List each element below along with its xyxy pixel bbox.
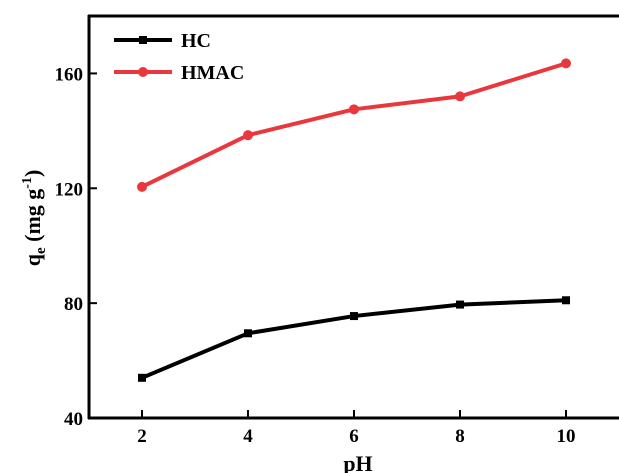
x-axis-title: pH — [343, 451, 372, 473]
y-tick-label: 120 — [55, 179, 84, 200]
legend-marker-hmac — [138, 67, 148, 77]
data-point-hc — [138, 373, 146, 382]
y-tick-label: 80 — [64, 294, 83, 315]
data-point-hmac — [243, 130, 253, 141]
data-point-hmac — [349, 104, 359, 115]
axis-ticks: 2 4 6 8 10 40 80 120 160 — [55, 64, 576, 447]
x-tick-label: 8 — [455, 426, 465, 447]
y-tick-label: 40 — [64, 409, 83, 430]
legend-marker-hc — [139, 36, 147, 44]
data-point-hmac — [137, 181, 147, 192]
legend-label-hmac: HMAC — [181, 62, 244, 84]
series-line-hc — [141, 298, 567, 380]
data-point-hc — [562, 296, 570, 305]
series-layer — [137, 58, 571, 382]
y-axis-title: qe (mg g-1) — [20, 170, 49, 267]
data-point-hc — [244, 329, 252, 338]
data-point-hc — [350, 312, 358, 321]
data-point-hmac — [561, 58, 571, 69]
legend-label-hc: HC — [181, 30, 211, 52]
data-point-hmac — [455, 91, 465, 102]
y-axis-title-units: (mg g — [20, 189, 45, 248]
y-axis-title-subscript: e — [33, 247, 49, 254]
data-point-hc — [456, 300, 464, 309]
y-axis-title-superscript: -1 — [20, 177, 35, 189]
x-tick-label: 6 — [349, 426, 359, 447]
legend: HC HMAC — [114, 30, 244, 84]
y-axis-title-base: q — [20, 253, 45, 266]
x-tick-label: 4 — [243, 426, 253, 447]
y-axis-title-units-close: ) — [20, 170, 45, 177]
x-tick-label: 10 — [557, 426, 576, 447]
x-tick-label: 2 — [137, 426, 147, 447]
y-tick-label: 160 — [55, 64, 84, 85]
